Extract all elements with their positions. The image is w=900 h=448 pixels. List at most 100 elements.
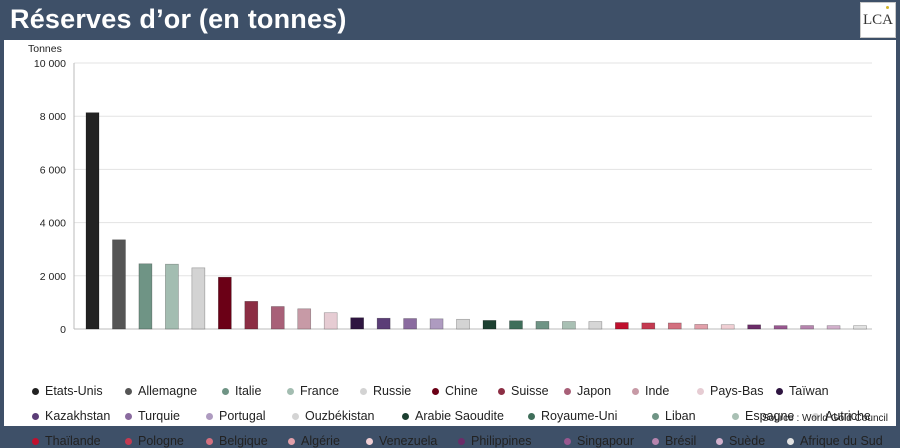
legend-swatch	[812, 412, 819, 420]
legend-swatch	[125, 437, 132, 445]
legend-item: Pologne	[125, 434, 184, 448]
legend-label: Russie	[373, 384, 412, 398]
legend-swatch	[287, 387, 294, 395]
legend-item: Taïwan	[776, 384, 829, 398]
chart-panel: Tonnes 0 2 000 4 000 6 000 8 000 10 000 Etats-…	[4, 40, 896, 448]
legend-item: Turquie	[125, 409, 180, 423]
legend-swatch	[528, 412, 535, 420]
bar-Allemagne	[112, 239, 126, 330]
legend-item: Ouzbékistan	[292, 409, 374, 423]
legend-item: Brésil	[652, 434, 696, 448]
legend-item: Etats-Unis	[32, 384, 103, 398]
bar-Japon	[270, 306, 285, 330]
bar-Pays-Bas	[323, 312, 338, 330]
legend-swatch	[32, 387, 39, 395]
legend-swatch	[32, 412, 39, 420]
legend-label: Taïwan	[789, 384, 829, 398]
bar-Russie	[191, 267, 206, 330]
legend-label: Suède	[729, 434, 766, 448]
legend-swatch	[32, 437, 39, 445]
bar-Autriche	[588, 321, 603, 330]
legend-swatch	[222, 387, 229, 395]
bar-Brésil	[800, 325, 814, 330]
lca-logo: LCA	[860, 2, 896, 38]
bar-Etats-Unis	[85, 112, 100, 330]
legend-label: Ouzbékistan	[305, 409, 375, 423]
legend-item: Liban	[652, 409, 696, 423]
legend-item: Chine	[432, 384, 478, 398]
legend-swatch	[360, 387, 367, 395]
legend-label: Portugal	[219, 409, 266, 423]
legend-item: Italie	[222, 384, 261, 398]
legend-label: Suisse	[511, 384, 549, 398]
legend-item: Espagne	[732, 409, 794, 423]
legend-item: Kazakhstan	[32, 409, 110, 423]
bar-Algérie	[694, 324, 709, 330]
legend-swatch	[498, 387, 505, 395]
legend-swatch	[458, 437, 465, 445]
chart-title: Réserves d’or (en tonnes)	[10, 4, 347, 34]
bar-Afrique du Sud	[853, 325, 867, 330]
legend-label: Chine	[445, 384, 478, 398]
legend-label: Belgique	[219, 434, 268, 448]
legend-item: Suède	[716, 434, 765, 448]
legend-item: Royaume-Uni	[528, 409, 617, 423]
legend-label: Turquie	[138, 409, 180, 423]
legend-label: Autriche	[825, 409, 871, 423]
legend-label: Espagne	[745, 409, 795, 423]
bar-Kazakhstan	[376, 317, 391, 330]
legend-item: Arabie Saoudite	[402, 409, 504, 423]
bar-France	[165, 263, 179, 330]
legend-swatch	[652, 437, 659, 445]
legend-label: Inde	[645, 384, 670, 398]
legend-item: Venezuela	[366, 434, 437, 448]
y-tick-label: 2 000	[40, 271, 66, 283]
legend-label: Italie	[235, 384, 262, 398]
legend-swatch	[432, 387, 439, 395]
y-axis-label: Tonnes	[28, 43, 62, 55]
legend-label: Allemagne	[138, 384, 198, 398]
legend-label: Singapour	[577, 434, 634, 448]
legend-item: Algérie	[288, 434, 340, 448]
logo-dot	[886, 6, 889, 9]
legend-item: Japon	[564, 384, 611, 398]
legend-item: Portugal	[206, 409, 266, 423]
legend-item: Inde	[632, 384, 669, 398]
legend-swatch	[206, 437, 213, 445]
legend-label: Etats-Unis	[45, 384, 103, 398]
bar-Singapour	[773, 325, 788, 330]
bar-Suède	[826, 325, 841, 330]
bar-Arabie Saoudite	[482, 320, 497, 330]
bar-Inde	[297, 308, 312, 330]
legend-swatch	[652, 412, 659, 420]
bar-Portugal	[429, 318, 444, 330]
legend-item: Autriche	[812, 409, 871, 423]
legend-label: Venezuela	[379, 434, 438, 448]
legend-label: Arabie Saoudite	[415, 409, 504, 423]
legend-swatch	[402, 412, 409, 420]
bar-Turquie	[403, 318, 417, 330]
legend-swatch	[697, 387, 704, 395]
legend-label: Japon	[577, 384, 612, 398]
source-note: Source : World Gold Council	[762, 413, 888, 424]
y-tick-label: 8 000	[40, 111, 66, 123]
bar-Pologne	[641, 322, 656, 330]
legend-swatch	[632, 387, 639, 395]
bar-Belgique	[667, 322, 682, 330]
bar-Suisse	[244, 301, 259, 330]
legend-item: Russie	[360, 384, 411, 398]
legend-swatch	[564, 437, 571, 445]
y-tick-label: 10 000	[34, 58, 66, 70]
legend-label: Brésil	[665, 434, 697, 448]
legend-swatch	[787, 437, 794, 445]
legend-swatch	[776, 387, 783, 395]
bar-Thaïlande	[615, 322, 629, 330]
bar-Venezuela	[720, 324, 735, 330]
legend-item: Allemagne	[125, 384, 197, 398]
legend-item: Suisse	[498, 384, 549, 398]
legend-label: Pologne	[138, 434, 184, 448]
legend-swatch	[366, 437, 373, 445]
y-tick-label: 6 000	[40, 164, 66, 176]
legend-swatch	[716, 437, 723, 445]
legend-label: Liban	[665, 409, 696, 423]
